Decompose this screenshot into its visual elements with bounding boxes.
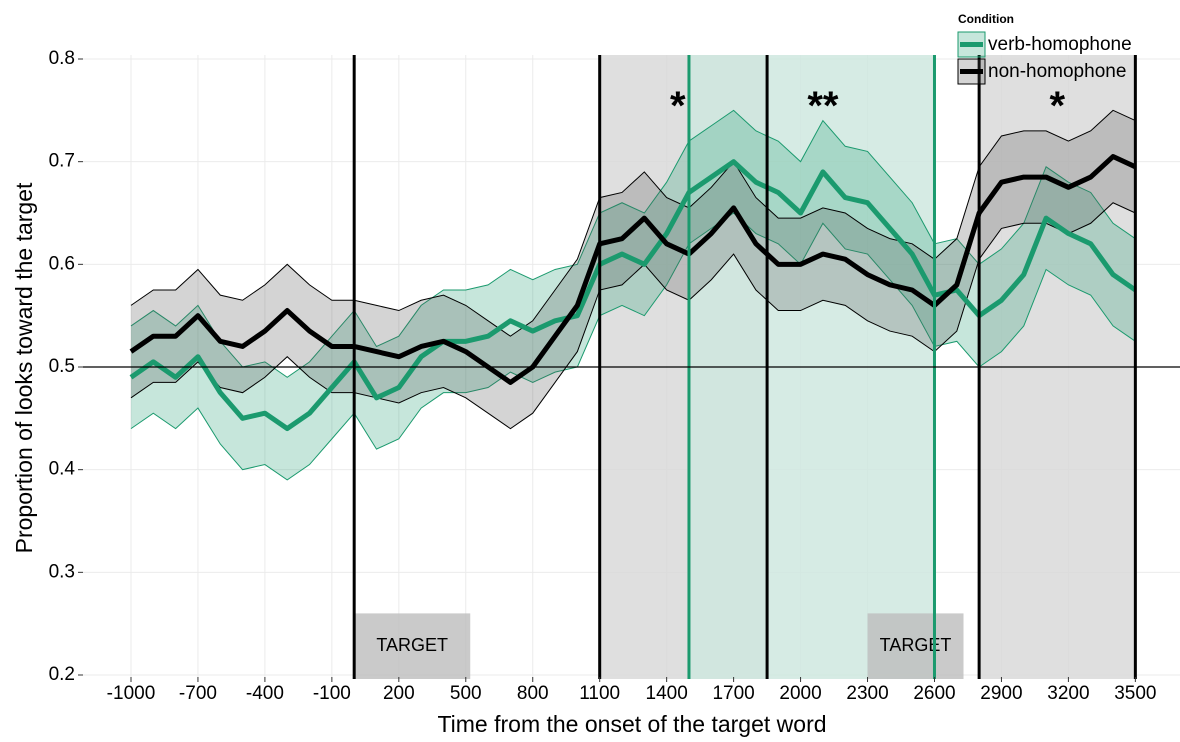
significance-marker: * — [1049, 84, 1065, 128]
y-axis-title: Proportion of looks toward the target — [11, 182, 37, 553]
x-tick-label: 2300 — [846, 683, 888, 704]
y-tick-label: 0.5 — [49, 356, 75, 377]
x-tick-label: 1100 — [579, 683, 620, 704]
x-tick-label: 800 — [517, 683, 549, 704]
target-box — [354, 613, 471, 679]
confidence-band — [130, 110, 1136, 480]
target-box — [867, 613, 964, 679]
legend-label: non-homophone — [988, 61, 1126, 82]
x-tick-label: -1000 — [107, 683, 156, 704]
x-tick-label: 500 — [450, 683, 482, 704]
x-tick-label: 1700 — [712, 683, 754, 704]
band-edge — [130, 109, 1136, 337]
x-tick-label: 2600 — [913, 683, 955, 704]
y-tick-label: 0.4 — [49, 459, 76, 480]
x-axis-title: Time from the onset of the target word — [437, 711, 826, 737]
x-tick-label: 3200 — [1047, 683, 1089, 704]
legend-title: Condition — [958, 12, 1014, 26]
y-tick-label: 0.8 — [49, 48, 75, 69]
y-tick-label: 0.6 — [49, 253, 75, 274]
target-label: TARGET — [880, 635, 952, 655]
mean-line — [129, 159, 1137, 432]
significance-marker: * — [670, 84, 686, 128]
mean-line — [129, 154, 1137, 385]
y-tick-label: 0.2 — [49, 664, 75, 685]
x-tick-label: -100 — [313, 683, 351, 704]
x-tick-label: 1400 — [646, 683, 688, 704]
x-tick-label: 200 — [383, 683, 415, 704]
legend-label: verb-homophone — [988, 34, 1132, 55]
significance-marker: ** — [807, 84, 839, 128]
target-label: TARGET — [376, 635, 448, 655]
x-tick-label: -700 — [179, 683, 217, 704]
plot-area: TARGET TARGET — [83, 55, 1180, 679]
x-tick-label: -400 — [246, 683, 284, 704]
x-tick-label: 3500 — [1114, 683, 1156, 704]
band-edge — [130, 212, 1136, 481]
confidence-band — [130, 110, 1136, 429]
y-tick-label: 0.7 — [49, 151, 75, 172]
y-tick-label: 0.3 — [49, 561, 75, 582]
x-tick-label: 2000 — [779, 683, 821, 704]
x-tick-label: 2900 — [980, 683, 1022, 704]
